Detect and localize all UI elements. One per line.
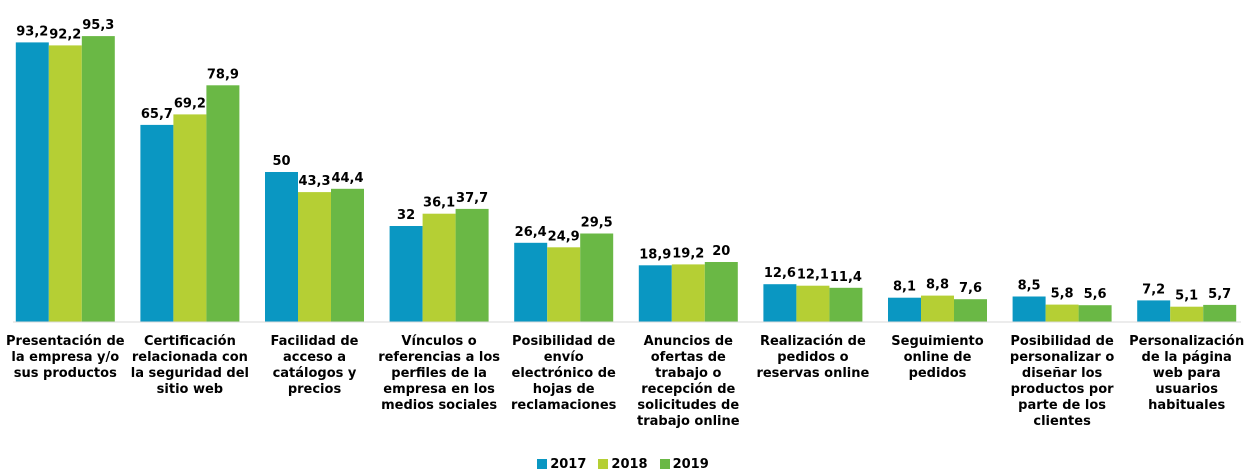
- bar: [140, 124, 174, 323]
- data-label: 20: [712, 244, 730, 259]
- bar: [173, 114, 207, 323]
- bar: [547, 247, 581, 322]
- data-label: 93,2: [16, 24, 48, 39]
- bar: [1137, 300, 1171, 322]
- x-tick-label: Personalización de la página web para us…: [1129, 334, 1245, 413]
- legend-label: 2017: [550, 457, 587, 472]
- bar: [704, 262, 738, 322]
- legend-item: 2017: [537, 457, 586, 472]
- data-label: 92,2: [49, 27, 81, 42]
- data-label: 43,3: [298, 174, 330, 189]
- bar: [265, 172, 298, 322]
- bar: [298, 192, 331, 322]
- bar: [1045, 304, 1079, 322]
- bar: [1170, 306, 1204, 322]
- bar: [15, 42, 49, 323]
- bar: [1203, 304, 1237, 322]
- data-label: 19,2: [672, 246, 704, 261]
- x-tick-label: Anuncios de ofertas de trabajo o recepci…: [637, 334, 740, 429]
- bar: [514, 242, 548, 322]
- legend-swatch: [537, 459, 548, 469]
- legend-swatch: [598, 459, 609, 469]
- bar: [81, 36, 115, 322]
- data-label: 29,5: [581, 216, 613, 231]
- data-label: 5,8: [1051, 287, 1074, 302]
- data-label: 12,6: [764, 266, 796, 281]
- legend-swatch: [659, 459, 670, 469]
- bar: [422, 213, 456, 322]
- bar: [580, 233, 614, 322]
- data-label: 44,4: [331, 171, 363, 186]
- data-label: 36,1: [423, 196, 455, 211]
- data-label: 11,4: [830, 270, 862, 285]
- data-label: 65,7: [141, 107, 173, 122]
- data-label: 32: [397, 208, 415, 223]
- x-tick-label: Presentación de la empresa y/o sus produ…: [6, 334, 125, 381]
- data-label: 8,5: [1018, 279, 1041, 294]
- data-label: 7,6: [959, 281, 982, 296]
- x-tick-label: Realización de pedidos o reservas online: [756, 334, 870, 381]
- data-label: 26,4: [515, 225, 547, 240]
- data-label: 8,1: [893, 280, 916, 295]
- x-tick-label: Certificación relacionada con la segurid…: [130, 334, 249, 397]
- data-label: 95,3: [82, 18, 114, 33]
- data-label: 78,9: [207, 67, 239, 82]
- data-label: 5,1: [1175, 289, 1198, 304]
- data-label: 50: [272, 154, 290, 169]
- bar: [206, 85, 240, 322]
- data-label: 37,7: [456, 191, 488, 206]
- legend-item: 2018: [598, 457, 648, 472]
- x-tick-label: Posibilidad de personalizar o diseñar lo…: [1009, 334, 1115, 429]
- x-tick-label: Vínculos o referencias a los perfiles de…: [378, 334, 500, 413]
- bar: [671, 264, 705, 322]
- bar: [888, 297, 921, 322]
- data-label: 8,8: [926, 278, 949, 293]
- legend-item: 2019: [659, 457, 709, 472]
- data-label: 7,2: [1142, 282, 1165, 297]
- bar: [921, 295, 954, 322]
- data-label: 18,9: [639, 247, 671, 262]
- x-tick-label: Seguimiento online de pedidos: [891, 334, 984, 381]
- bar: [48, 45, 82, 323]
- bar: [796, 285, 830, 322]
- bar: [1078, 305, 1112, 322]
- data-label: 5,7: [1208, 287, 1231, 302]
- bar: [763, 284, 797, 322]
- data-label: 12,1: [797, 268, 829, 283]
- bar: [954, 299, 987, 322]
- legend: 2017 2018 2019: [0, 457, 1246, 472]
- legend-label: 2019: [672, 457, 709, 472]
- x-tick-label: Posibilidad de envío electrónico de hoja…: [510, 334, 617, 413]
- bar: [331, 188, 364, 322]
- data-label: 5,6: [1084, 287, 1107, 302]
- bar: [1012, 296, 1046, 322]
- data-label: 69,2: [174, 96, 206, 111]
- x-tick-label: Facilidad de acceso a catálogos y precio…: [270, 334, 359, 397]
- legend-label: 2018: [611, 457, 648, 472]
- bar: [829, 287, 863, 322]
- bar: [455, 208, 489, 322]
- data-label: 24,9: [548, 229, 580, 244]
- bar: [389, 226, 423, 322]
- bar: [638, 265, 672, 322]
